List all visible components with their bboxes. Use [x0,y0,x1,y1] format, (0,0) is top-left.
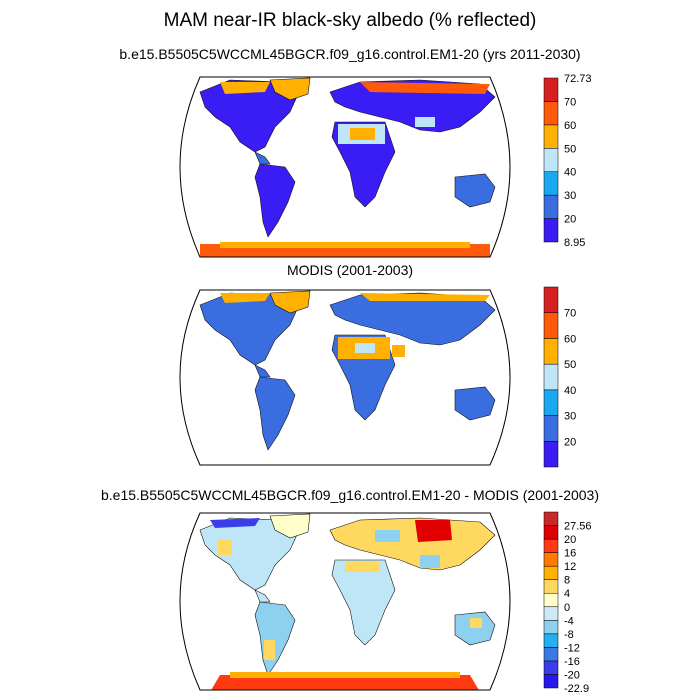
colorbar-swatch [543,647,559,662]
panel-1-colorbar: 8.95 20 30 40 50 60 70 72.73 [543,73,592,249]
panel-3-title: b.e15.B5505C5WCCML45BGCR.f09_g16.control… [100,487,600,503]
colorbar-swatch [543,552,559,567]
antarctica-edge [220,242,470,248]
colorbar-swatch [543,338,559,365]
colorbar-swatch [543,606,559,621]
antarctica-edge [230,672,460,678]
panel-1-map [179,76,511,258]
north-america-north-band [210,518,260,528]
colorbar-tick-label: -12 [564,642,580,654]
eurasia-north-band [360,82,490,94]
greenland-land [269,290,311,314]
colorbar-swatch [543,579,559,594]
colorbar-tick-label: -20 [564,669,580,681]
sahara-patch [345,562,380,572]
colorbar-tick-label: 20 [564,436,576,448]
panel-2-colorbar: 20 30 40 50 60 70 [543,286,576,468]
greenland-land [269,513,311,539]
colorbar-tick-label: 4 [564,588,570,600]
south-america-land [254,376,296,451]
australia-land [454,386,496,421]
colorbar-swatch [543,511,559,526]
colorbar-swatch [543,592,559,608]
colorbar-tick-label: 30 [564,190,576,202]
panel-2-map [179,289,511,466]
colorbar-tick-label: 20 [564,534,576,546]
colorbar-tick-label: 20 [564,214,576,226]
colorbar-swatch [543,312,559,339]
central-america-land [254,151,271,165]
colorbar-tick-label: 40 [564,385,576,397]
colorbar-swatch [543,525,559,540]
colorbar-tick-label: 0 [564,602,570,614]
colorbar-swatch [543,565,559,580]
eurasia-land [329,517,496,571]
colorbar-swatch [543,286,559,313]
colorbar-tick-label: 70 [564,308,576,320]
colorbar-tick-label: 40 [564,167,576,179]
sahara-core [355,343,375,353]
south-america-land [254,601,296,676]
panel-1-title: b.e15.B5505C5WCCML45BGCR.f09_g16.control… [119,46,581,62]
north-america-west-patch [218,540,232,555]
tibet-patch [415,117,435,127]
sahara-core [350,128,375,140]
colorbar-tick-label: 27.56 [564,521,592,533]
colorbar-tick-label: 16 [564,548,576,560]
panel-3-map [179,512,511,691]
colorbar-swatch [543,194,559,219]
colorbar-swatch [543,77,559,102]
colorbar-tick-label: -8 [564,629,574,641]
eurasia-north-band [360,293,490,301]
panel-2-title: MODIS (2001-2003) [286,262,414,278]
colorbar-swatch [543,441,559,468]
colorbar-swatch [543,620,559,635]
colorbar-tick-label: 60 [564,120,576,132]
north-america-north-band [220,293,270,303]
colorbar-tick-label: 8.95 [564,237,585,249]
south-america-land [254,163,296,238]
colorbar-swatch [543,124,559,149]
colorbar-swatch [543,148,559,172]
australia-land [454,173,496,208]
colorbar-tick-label: 50 [564,359,576,371]
colorbar-tick-label: 12 [564,561,576,573]
australia-land [454,611,496,646]
antarctica-land [210,675,480,690]
colorbar-tick-label: 30 [564,411,576,423]
arabia-patch [392,345,405,357]
colorbar-swatch [543,101,559,126]
colorbar-swatch [543,633,559,648]
colorbar-swatch [543,218,559,243]
colorbar-tick-label: -4 [564,615,574,627]
south-america-south-patch [264,640,275,660]
central-america-land [254,364,271,378]
colorbar-tick-label: -16 [564,656,580,668]
india-patch [420,555,440,568]
colorbar-tick-label: -22.9 [564,683,589,695]
colorbar-tick-label: 70 [564,96,576,108]
greenland-land [269,77,311,101]
australia-patch [470,618,482,628]
colorbar-tick-label: 50 [564,143,576,155]
colorbar-swatch [543,389,559,416]
colorbar-swatch [543,660,559,675]
colorbar-swatch [543,415,559,442]
colorbar-tick-label: 72.73 [564,73,592,85]
north-america-north-band [220,82,270,94]
eurasia-red-patch [415,520,452,542]
colorbar-tick-label: 8 [564,575,570,587]
colorbar-swatch [543,171,559,196]
central-america-land [254,589,271,603]
colorbar-swatch [543,538,559,553]
colorbar-tick-label: 60 [564,333,576,345]
antarctica-land [200,244,490,257]
figure-title: MAM near-IR black-sky albedo (% reflecte… [163,10,537,31]
colorbar-swatch [543,674,559,689]
africa-land [331,559,396,646]
eurasia-blue-patch [375,530,400,542]
colorbar-swatch [543,363,559,391]
